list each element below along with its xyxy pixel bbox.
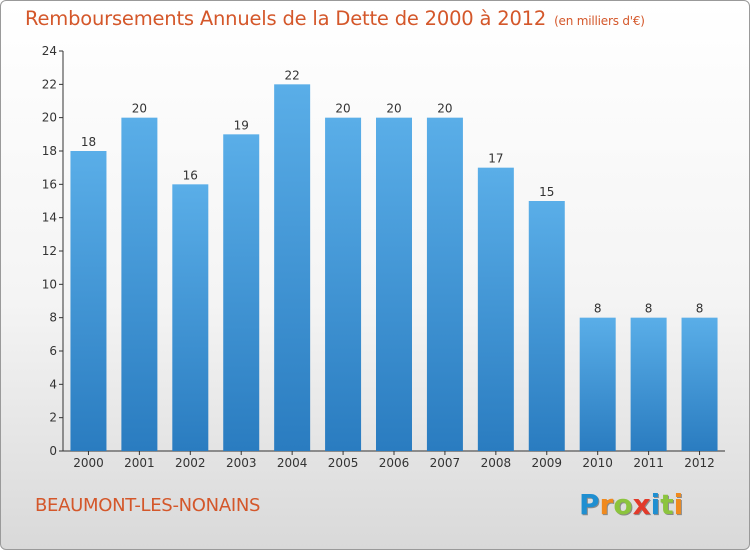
y-tick-label: 18 (42, 144, 57, 158)
y-tick-label: 8 (49, 311, 57, 325)
data-label: 17 (488, 152, 503, 166)
logo-letter: o (613, 488, 633, 521)
y-tick-label: 6 (49, 344, 57, 358)
y-tick-label: 4 (49, 377, 57, 391)
bar (325, 117, 362, 452)
y-tick-label: 14 (42, 211, 57, 225)
title-text: Remboursements Annuels de la Dette de 20… (25, 7, 547, 30)
y-tick-label: 16 (42, 177, 57, 191)
data-label: 20 (437, 102, 452, 116)
data-label: 8 (645, 302, 653, 316)
y-tick-label: 10 (42, 277, 57, 291)
data-label: 18 (81, 135, 96, 149)
x-tick-label: 2004 (277, 456, 308, 470)
chart-subtitle: (en milliers d'€) (554, 14, 645, 28)
x-tick-label: 2011 (633, 456, 664, 470)
logo-letter: i (673, 488, 684, 521)
bar (274, 84, 311, 451)
bar (172, 184, 209, 452)
data-label: 19 (234, 118, 249, 132)
data-label: 8 (594, 302, 602, 316)
data-label: 15 (539, 185, 554, 199)
bar (70, 151, 107, 451)
data-label: 20 (335, 102, 350, 116)
logo-letter: P (579, 488, 600, 521)
y-tick-label: 0 (49, 444, 57, 458)
data-label: 8 (696, 302, 704, 316)
bar (223, 134, 260, 452)
bar (426, 117, 463, 452)
logo-letter: x (632, 488, 651, 521)
bar (121, 117, 158, 452)
location-name: BEAUMONT-LES-NONAINS (35, 495, 261, 516)
data-label: 20 (132, 102, 147, 116)
proxiti-logo: Proxiti (579, 488, 683, 521)
data-label: 20 (386, 102, 401, 116)
logo-letter: r (599, 488, 614, 521)
y-tick-label: 12 (42, 244, 57, 258)
x-tick-label: 2010 (582, 456, 613, 470)
chart-title: Remboursements Annuels de la Dette de 20… (25, 7, 645, 30)
x-tick-label: 2007 (430, 456, 461, 470)
y-tick-label: 22 (42, 77, 57, 91)
x-tick-label: 2005 (328, 456, 359, 470)
y-tick-label: 24 (42, 44, 57, 58)
bar (376, 117, 412, 452)
x-tick-label: 2008 (481, 456, 512, 470)
y-tick-label: 2 (49, 411, 57, 425)
bar (579, 317, 616, 451)
x-tick-label: 2003 (226, 456, 257, 470)
logo-letter: i (650, 488, 661, 521)
bar (528, 201, 565, 451)
data-label: 22 (285, 68, 300, 82)
x-tick-label: 2002 (175, 456, 206, 470)
x-tick-label: 2001 (124, 456, 155, 470)
bar (477, 167, 514, 451)
bar (630, 317, 667, 451)
y-tick-label: 20 (42, 111, 57, 125)
x-tick-label: 2012 (684, 456, 715, 470)
plot-area: 0246810121416182022241820002020011620021… (42, 44, 725, 470)
x-tick-label: 2006 (379, 456, 410, 470)
data-label: 16 (183, 168, 198, 182)
x-tick-label: 2000 (73, 456, 104, 470)
bar (681, 317, 718, 451)
x-tick-label: 2009 (531, 456, 562, 470)
logo-letter: t (660, 488, 674, 521)
